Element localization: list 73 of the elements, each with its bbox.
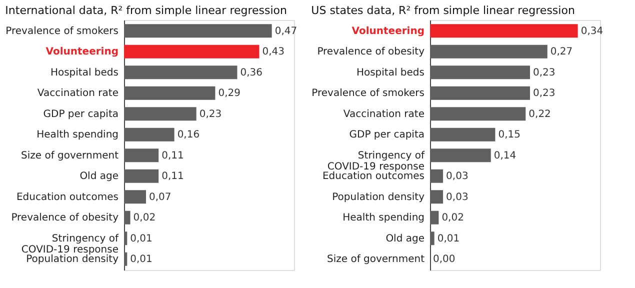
y-tick-label: GDP per capita <box>43 108 118 120</box>
bar <box>124 86 216 100</box>
data-label: 0,15 <box>498 130 520 141</box>
y-tick-label: Prevalence of obesity <box>317 46 425 58</box>
bar <box>124 66 238 80</box>
data-label: 0,11 <box>162 150 184 162</box>
y-tick-label: Size of government <box>21 150 119 162</box>
bar <box>430 44 548 58</box>
y-tick-label: Education outcomes <box>322 171 424 182</box>
data-label: 0,27 <box>550 46 573 58</box>
bar <box>124 252 128 266</box>
bar <box>430 128 496 142</box>
bar <box>430 66 530 80</box>
y-tick-label: Prevalence of obesity <box>11 212 119 224</box>
bar <box>124 169 159 183</box>
data-label: 0,01 <box>437 233 460 244</box>
bar <box>430 86 530 100</box>
y-tick-label: Population density <box>332 192 425 203</box>
y-tick-label: Health spending <box>36 130 118 141</box>
data-label: 0,43 <box>262 46 285 58</box>
bar <box>430 24 578 38</box>
y-tick-label: Prevalence of smokers <box>312 88 424 100</box>
y-tick-label: GDP per capita <box>349 130 424 141</box>
bar <box>124 210 130 224</box>
y-tick-label: Hospital beds <box>50 67 118 78</box>
y-tick-label: Prevalence of smokers <box>6 26 118 37</box>
y-tick-label: Education outcomes <box>16 192 118 203</box>
y-tick-label: Stringency of COVID-19 response <box>21 233 119 256</box>
data-label: 0,23 <box>533 67 556 78</box>
bar <box>430 232 434 246</box>
bar <box>124 190 146 204</box>
y-tick-label: Vaccination rate <box>343 108 424 120</box>
data-label: 0,22 <box>528 108 551 120</box>
bar <box>430 210 439 224</box>
chart-title: International data, R² from simple linear regression <box>5 4 288 17</box>
y-tick-label: Population density <box>26 254 119 266</box>
data-label: 0,00 <box>433 254 456 266</box>
data-label: 0,34 <box>580 26 604 37</box>
y-tick-label: Size of government <box>327 254 425 266</box>
y-tick-label: Old age <box>386 233 424 244</box>
y-tick-label: Hospital beds <box>356 67 424 78</box>
data-label: 0,02 <box>442 212 464 224</box>
data-label: 0,23 <box>533 88 556 100</box>
y-tick-label: Volunteering <box>352 26 424 37</box>
y-tick-label: Stringency of COVID-19 response <box>327 150 425 172</box>
data-label: 0,47 <box>274 26 298 37</box>
bar <box>430 190 444 204</box>
y-tick-label: Volunteering <box>46 46 118 58</box>
data-label: 0,16 <box>177 130 200 141</box>
y-tick-label: Vaccination rate <box>37 88 118 100</box>
y-tick-label: Old age <box>80 171 118 182</box>
data-label: 0,03 <box>446 192 468 203</box>
bar <box>124 148 159 162</box>
bar <box>430 148 491 162</box>
bar <box>124 24 272 38</box>
chart-title: US states data, R² from simple linear regression <box>311 4 575 17</box>
y-tick-label: Health spending <box>342 212 424 224</box>
data-label: 0,02 <box>133 212 156 224</box>
data-label: 0,23 <box>199 108 222 120</box>
data-label: 0,29 <box>218 88 240 100</box>
data-label: 0,36 <box>240 67 262 78</box>
bar <box>124 44 260 58</box>
bar <box>124 107 196 121</box>
data-label: 0,03 <box>446 171 468 182</box>
data-label: 0,14 <box>494 150 516 162</box>
bar <box>430 107 526 121</box>
data-label: 0,01 <box>130 254 152 266</box>
bar <box>430 169 444 183</box>
bar <box>124 128 174 142</box>
data-label: 0,11 <box>162 171 184 182</box>
data-label: 0,01 <box>130 233 152 244</box>
data-label: 0,07 <box>149 192 172 203</box>
bar <box>124 232 128 246</box>
